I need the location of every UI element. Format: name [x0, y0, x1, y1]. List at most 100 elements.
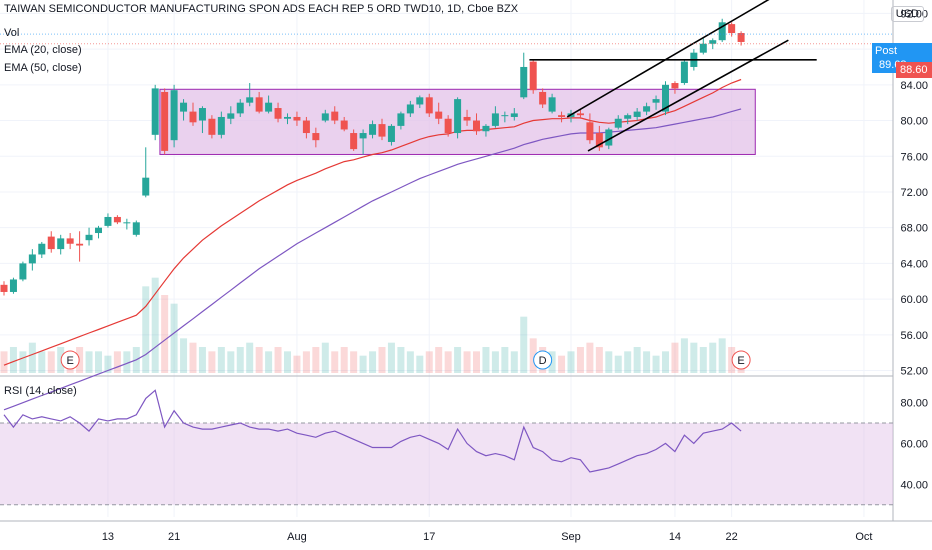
- last-price-tag: 88.60: [896, 62, 932, 78]
- volume-bar-26: [246, 342, 254, 373]
- candle-body-67: [633, 111, 641, 117]
- candle-body-56: [529, 61, 537, 91]
- candle-body-26: [246, 97, 254, 103]
- candle-body-36: [340, 120, 348, 130]
- candle-body-28: [265, 102, 273, 112]
- candle-body-24: [227, 113, 235, 119]
- volume-bar-32: [302, 351, 310, 373]
- rsi-label: RSI (14, close): [4, 385, 77, 397]
- volume-bar-34: [321, 342, 329, 373]
- event-marker-label-2: E: [737, 355, 744, 367]
- x-tick-label-5: 14: [669, 531, 681, 543]
- candle-body-46: [435, 111, 443, 119]
- candle-body-42: [397, 113, 405, 126]
- candle-body-41: [387, 125, 395, 142]
- y-tick-label-5: 72.00: [900, 187, 928, 199]
- volume-bar-5: [47, 351, 55, 373]
- candle-body-59: [558, 115, 566, 117]
- candle-body-15: [142, 177, 150, 196]
- candle-body-68: [643, 106, 651, 112]
- volume-bar-2: [19, 351, 27, 373]
- event-marker-2: [731, 350, 751, 370]
- volume-bar-1: [9, 347, 17, 373]
- rsi-pane: [0, 389, 893, 506]
- volume-bar-40: [378, 347, 386, 373]
- candle-body-33: [312, 133, 320, 141]
- candle-body-3: [28, 254, 36, 264]
- volume-bar-38: [359, 355, 367, 373]
- candle-body-12: [113, 216, 121, 223]
- candle-body-71: [671, 83, 679, 89]
- volume-bar-56: [529, 338, 537, 373]
- volume-bar-35: [331, 351, 339, 373]
- volume-bar-18: [170, 303, 178, 373]
- volume-bar-24: [227, 351, 235, 373]
- volume-bar-48: [454, 347, 462, 373]
- volume-bar-13: [123, 351, 131, 373]
- volume-bar-0: [0, 351, 8, 373]
- candle-body-69: [652, 99, 660, 103]
- candle-body-57: [539, 91, 547, 105]
- volume-bar-51: [482, 347, 490, 373]
- volume-bar-52: [491, 351, 499, 373]
- candle-body-2: [19, 263, 27, 280]
- candle-body-4: [38, 243, 46, 255]
- volume-bar-29: [274, 347, 282, 373]
- volume-bar-30: [284, 351, 291, 373]
- candle-body-23: [217, 116, 225, 135]
- candle-body-72: [680, 61, 688, 84]
- volume-bar-47: [444, 351, 452, 373]
- candle-body-78: [737, 33, 745, 42]
- y-tick-label-6: 68.00: [900, 223, 928, 235]
- volume-bar-39: [369, 351, 377, 373]
- volume-bar-72: [680, 338, 688, 373]
- candle-body-17: [161, 91, 169, 151]
- volume-bar-4: [38, 351, 46, 373]
- candle-body-18: [170, 90, 178, 141]
- candle-body-45: [425, 97, 433, 114]
- candle-body-25: [236, 102, 244, 114]
- x-tick-label-3: 17: [423, 531, 435, 543]
- candle-body-64: [605, 129, 613, 146]
- volume-bar-12: [113, 351, 121, 373]
- x-tick-label-0: 13: [102, 531, 114, 543]
- volume-bar-37: [350, 351, 358, 373]
- channel-line-0: [566, 0, 770, 118]
- candle-body-29: [274, 108, 282, 119]
- x-tick-label-4: Sep: [561, 531, 581, 543]
- candle-body-37: [350, 133, 358, 150]
- candle-body-6: [57, 238, 65, 250]
- volume-bar-33: [312, 347, 320, 373]
- volume-bar-23: [217, 347, 225, 373]
- axes: 92.0088.0084.0080.0076.0072.0068.0064.00…: [102, 8, 928, 543]
- y-tick-label-4: 76.00: [900, 151, 928, 163]
- candle-body-49: [463, 116, 471, 121]
- event-marker-label-0: E: [66, 355, 73, 367]
- y-tick-label-3: 80.00: [900, 116, 928, 128]
- currency-button[interactable]: USD: [890, 6, 924, 22]
- candle-body-52: [491, 113, 499, 126]
- volume-bar-31: [293, 355, 301, 373]
- volume-bars: [0, 277, 745, 373]
- candle-body-27: [255, 97, 263, 112]
- volume-bar-55: [520, 316, 528, 373]
- candle-body-66: [624, 115, 632, 119]
- ema20-label: EMA (20, close): [4, 44, 82, 56]
- volume-bar-53: [501, 347, 509, 373]
- candle-body-16: [151, 88, 159, 135]
- volume-bar-43: [406, 351, 414, 373]
- event-marker-1: [533, 350, 553, 370]
- candle-body-54: [510, 113, 518, 117]
- volume-bar-27: [255, 347, 263, 373]
- candle-body-58: [548, 97, 556, 112]
- candle-body-11: [104, 216, 112, 226]
- volume-bar-59: [558, 355, 566, 373]
- y-tick-label-0: 92.00: [900, 8, 928, 20]
- candlesticks: [0, 18, 745, 296]
- x-tick-label-1: 21: [168, 531, 180, 543]
- rsi-tick-label-2: 40.00: [900, 479, 928, 491]
- x-tick-label-7: Oct: [855, 531, 872, 543]
- volume-bar-70: [662, 351, 669, 373]
- volume-bar-16: [151, 277, 159, 373]
